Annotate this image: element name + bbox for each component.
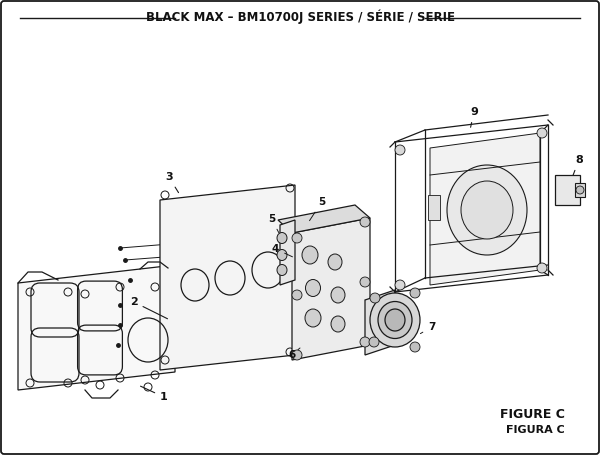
Polygon shape xyxy=(160,185,295,370)
Polygon shape xyxy=(278,205,370,233)
Text: FIGURA C: FIGURA C xyxy=(506,425,565,435)
Ellipse shape xyxy=(447,165,527,255)
Ellipse shape xyxy=(305,309,321,327)
Ellipse shape xyxy=(302,246,318,264)
Polygon shape xyxy=(18,265,175,390)
Circle shape xyxy=(576,186,584,194)
Ellipse shape xyxy=(277,233,287,243)
Circle shape xyxy=(410,288,420,298)
Ellipse shape xyxy=(331,316,345,332)
Polygon shape xyxy=(430,133,540,285)
Circle shape xyxy=(537,128,547,138)
Text: 2: 2 xyxy=(130,297,167,319)
Text: 7: 7 xyxy=(421,322,436,334)
Text: 3: 3 xyxy=(165,172,179,192)
Circle shape xyxy=(395,145,405,155)
Circle shape xyxy=(360,337,370,347)
Text: 5: 5 xyxy=(268,214,279,233)
Ellipse shape xyxy=(385,309,405,331)
Text: 4: 4 xyxy=(272,244,292,257)
Circle shape xyxy=(410,342,420,352)
Ellipse shape xyxy=(328,254,342,270)
Text: BLACK MAX – BM10700J SERIES / SÉRIE / SERIE: BLACK MAX – BM10700J SERIES / SÉRIE / SE… xyxy=(146,10,455,24)
Circle shape xyxy=(292,290,302,300)
Ellipse shape xyxy=(277,264,287,275)
Circle shape xyxy=(292,350,302,360)
Bar xyxy=(428,195,440,220)
Circle shape xyxy=(370,293,380,303)
Text: 6: 6 xyxy=(288,348,300,360)
Polygon shape xyxy=(292,218,370,360)
Polygon shape xyxy=(280,220,295,285)
Circle shape xyxy=(369,337,379,347)
Text: 1: 1 xyxy=(140,386,168,402)
Circle shape xyxy=(360,277,370,287)
Bar xyxy=(575,183,585,197)
Circle shape xyxy=(537,263,547,273)
Ellipse shape xyxy=(305,279,320,297)
Text: 8: 8 xyxy=(573,155,583,176)
Circle shape xyxy=(292,233,302,243)
Polygon shape xyxy=(365,290,395,355)
Ellipse shape xyxy=(370,293,420,347)
Text: FIGURE C: FIGURE C xyxy=(500,409,565,421)
Text: 9: 9 xyxy=(470,107,478,127)
Circle shape xyxy=(360,217,370,227)
Ellipse shape xyxy=(331,287,345,303)
Bar xyxy=(555,175,580,205)
Circle shape xyxy=(395,280,405,290)
Ellipse shape xyxy=(277,249,287,261)
Text: 5: 5 xyxy=(310,197,325,221)
Ellipse shape xyxy=(461,181,513,239)
Ellipse shape xyxy=(378,302,412,339)
